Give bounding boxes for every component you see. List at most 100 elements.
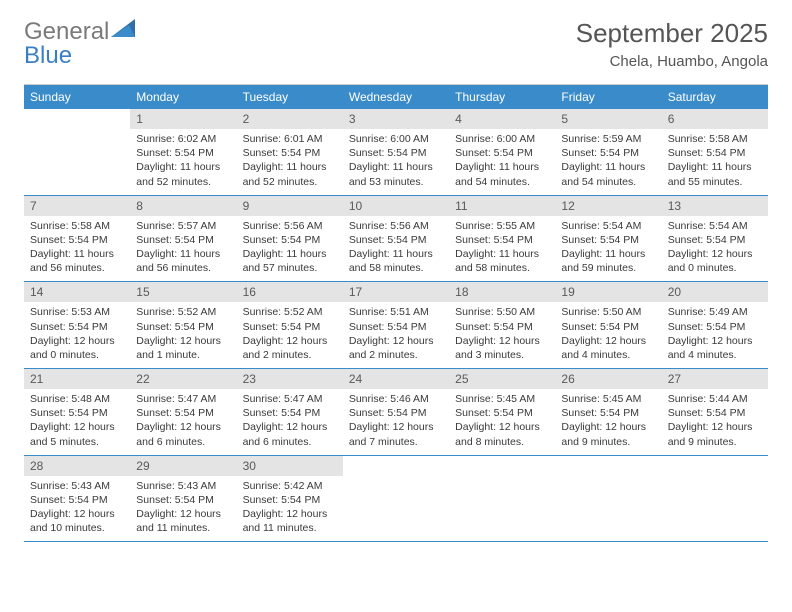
calendar-day-cell: 25Sunrise: 5:45 AMSunset: 5:54 PMDayligh… bbox=[449, 369, 555, 456]
calendar-empty-cell bbox=[343, 456, 449, 543]
day-of-week-header: Friday bbox=[555, 85, 661, 109]
sunset-text: Sunset: 5:54 PM bbox=[243, 406, 337, 420]
calendar-day-cell: 11Sunrise: 5:55 AMSunset: 5:54 PMDayligh… bbox=[449, 196, 555, 283]
day-body: Sunrise: 5:45 AMSunset: 5:54 PMDaylight:… bbox=[555, 389, 661, 455]
day-body: Sunrise: 5:57 AMSunset: 5:54 PMDaylight:… bbox=[130, 216, 236, 282]
day-body: Sunrise: 5:54 AMSunset: 5:54 PMDaylight:… bbox=[555, 216, 661, 282]
day-number: 29 bbox=[130, 456, 236, 476]
daylight-text: Daylight: 11 hours and 56 minutes. bbox=[136, 247, 230, 275]
daylight-text: Daylight: 12 hours and 4 minutes. bbox=[561, 334, 655, 362]
sunset-text: Sunset: 5:54 PM bbox=[136, 146, 230, 160]
brand-triangle-icon bbox=[111, 19, 141, 39]
daylight-text: Daylight: 11 hours and 54 minutes. bbox=[561, 160, 655, 188]
calendar-day-cell: 30Sunrise: 5:42 AMSunset: 5:54 PMDayligh… bbox=[237, 456, 343, 543]
day-number: 7 bbox=[24, 196, 130, 216]
calendar-day-cell: 24Sunrise: 5:46 AMSunset: 5:54 PMDayligh… bbox=[343, 369, 449, 456]
calendar-day-cell: 13Sunrise: 5:54 AMSunset: 5:54 PMDayligh… bbox=[662, 196, 768, 283]
sunrise-text: Sunrise: 5:51 AM bbox=[349, 305, 443, 319]
sunrise-text: Sunrise: 5:56 AM bbox=[243, 219, 337, 233]
day-number: 9 bbox=[237, 196, 343, 216]
day-number: 12 bbox=[555, 196, 661, 216]
calendar-day-cell: 20 Sunrise: 5:49 AMSunset: 5:54 PMDayligh… bbox=[662, 282, 768, 369]
daylight-text: Daylight: 12 hours and 2 minutes. bbox=[243, 334, 337, 362]
daylight-text: Daylight: 12 hours and 7 minutes. bbox=[349, 420, 443, 448]
daylight-text: Daylight: 12 hours and 4 minutes. bbox=[668, 334, 762, 362]
day-number: 24 bbox=[343, 369, 449, 389]
calendar-day-cell: 27Sunrise: 5:44 AMSunset: 5:54 PMDayligh… bbox=[662, 369, 768, 456]
daylight-text: Daylight: 12 hours and 9 minutes. bbox=[668, 420, 762, 448]
sunset-text: Sunset: 5:54 PM bbox=[668, 406, 762, 420]
header: General September 2025 Chela, Huambo, An… bbox=[24, 18, 768, 70]
sunrise-text: Sunrise: 5:47 AM bbox=[136, 392, 230, 406]
sunrise-text: Sunrise: 5:50 AM bbox=[561, 305, 655, 319]
day-body: Sunrise: 5:56 AMSunset: 5:54 PMDaylight:… bbox=[237, 216, 343, 282]
day-number: 19 bbox=[555, 282, 661, 302]
sunset-text: Sunset: 5:54 PM bbox=[136, 320, 230, 334]
day-of-week-header: Sunday bbox=[24, 85, 130, 109]
calendar-empty-cell bbox=[662, 456, 768, 543]
day-number: 15 bbox=[130, 282, 236, 302]
sunrise-text: Sunrise: 5:42 AM bbox=[243, 479, 337, 493]
day-number: 1 bbox=[130, 109, 236, 129]
sunrise-text: Sunrise: 5:56 AM bbox=[349, 219, 443, 233]
title-block: September 2025 Chela, Huambo, Angola bbox=[576, 18, 768, 70]
calendar-empty-cell bbox=[555, 456, 661, 543]
calendar-empty-cell bbox=[24, 109, 130, 196]
calendar-empty-cell bbox=[449, 456, 555, 543]
sunset-text: Sunset: 5:54 PM bbox=[455, 146, 549, 160]
sunset-text: Sunset: 5:54 PM bbox=[136, 406, 230, 420]
brand-text-blue: Blue bbox=[24, 42, 72, 69]
sunrise-text: Sunrise: 5:43 AM bbox=[30, 479, 124, 493]
day-of-week-header: Thursday bbox=[449, 85, 555, 109]
daylight-text: Daylight: 12 hours and 0 minutes. bbox=[30, 334, 124, 362]
daylight-text: Daylight: 12 hours and 1 minute. bbox=[136, 334, 230, 362]
sunset-text: Sunset: 5:54 PM bbox=[349, 406, 443, 420]
sunrise-text: Sunrise: 5:52 AM bbox=[136, 305, 230, 319]
sunset-text: Sunset: 5:54 PM bbox=[561, 320, 655, 334]
day-body: Sunrise: 5:45 AMSunset: 5:54 PMDaylight:… bbox=[449, 389, 555, 455]
sunset-text: Sunset: 5:54 PM bbox=[30, 233, 124, 247]
calendar-day-cell: 9Sunrise: 5:56 AMSunset: 5:54 PMDaylight… bbox=[237, 196, 343, 283]
day-number: 17 bbox=[343, 282, 449, 302]
day-number: 26 bbox=[555, 369, 661, 389]
day-body: Sunrise: 5:55 AMSunset: 5:54 PMDaylight:… bbox=[449, 216, 555, 282]
calendar-day-cell: 12Sunrise: 5:54 AMSunset: 5:54 PMDayligh… bbox=[555, 196, 661, 283]
sunset-text: Sunset: 5:54 PM bbox=[136, 233, 230, 247]
daylight-text: Daylight: 11 hours and 59 minutes. bbox=[561, 247, 655, 275]
sunrise-text: Sunrise: 5:45 AM bbox=[561, 392, 655, 406]
day-body: Sunrise: 6:01 AMSunset: 5:54 PMDaylight:… bbox=[237, 129, 343, 195]
daylight-text: Daylight: 11 hours and 52 minutes. bbox=[136, 160, 230, 188]
calendar-day-cell: 5Sunrise: 5:59 AMSunset: 5:54 PMDaylight… bbox=[555, 109, 661, 196]
daylight-text: Daylight: 12 hours and 11 minutes. bbox=[243, 507, 337, 535]
sunset-text: Sunset: 5:54 PM bbox=[455, 406, 549, 420]
sunrise-text: Sunrise: 6:00 AM bbox=[455, 132, 549, 146]
sunset-text: Sunset: 5:54 PM bbox=[668, 320, 762, 334]
calendar-day-cell: 7Sunrise: 5:58 AMSunset: 5:54 PMDaylight… bbox=[24, 196, 130, 283]
sunset-text: Sunset: 5:54 PM bbox=[30, 406, 124, 420]
calendar-day-cell: 10Sunrise: 5:56 AMSunset: 5:54 PMDayligh… bbox=[343, 196, 449, 283]
calendar-day-cell: 18Sunrise: 5:50 AMSunset: 5:54 PMDayligh… bbox=[449, 282, 555, 369]
sunrise-text: Sunrise: 6:01 AM bbox=[243, 132, 337, 146]
day-body: Sunrise: 5:43 AMSunset: 5:54 PMDaylight:… bbox=[130, 476, 236, 542]
sunrise-text: Sunrise: 5:49 AM bbox=[668, 305, 762, 319]
sunrise-text: Sunrise: 5:53 AM bbox=[30, 305, 124, 319]
day-body: Sunrise: 5:51 AMSunset: 5:54 PMDaylight:… bbox=[343, 302, 449, 368]
calendar-day-cell: 26Sunrise: 5:45 AMSunset: 5:54 PMDayligh… bbox=[555, 369, 661, 456]
day-number: 21 bbox=[24, 369, 130, 389]
daylight-text: Daylight: 12 hours and 10 minutes. bbox=[30, 507, 124, 535]
day-number: 20 bbox=[662, 282, 768, 302]
sunset-text: Sunset: 5:54 PM bbox=[243, 233, 337, 247]
sunrise-text: Sunrise: 5:48 AM bbox=[30, 392, 124, 406]
daylight-text: Daylight: 12 hours and 8 minutes. bbox=[455, 420, 549, 448]
calendar-day-cell: 17Sunrise: 5:51 AMSunset: 5:54 PMDayligh… bbox=[343, 282, 449, 369]
sunset-text: Sunset: 5:54 PM bbox=[136, 493, 230, 507]
day-body: Sunrise: 5:58 AMSunset: 5:54 PMDaylight:… bbox=[24, 216, 130, 282]
day-body: Sunrise: 6:00 AMSunset: 5:54 PMDaylight:… bbox=[449, 129, 555, 195]
day-body: Sunrise: 5:43 AMSunset: 5:54 PMDaylight:… bbox=[24, 476, 130, 542]
daylight-text: Daylight: 12 hours and 6 minutes. bbox=[136, 420, 230, 448]
day-number: 6 bbox=[662, 109, 768, 129]
day-body: Sunrise: 5:48 AMSunset: 5:54 PMDaylight:… bbox=[24, 389, 130, 455]
day-body: Sunrise: 5:53 AMSunset: 5:54 PMDaylight:… bbox=[24, 302, 130, 368]
sunrise-text: Sunrise: 5:50 AM bbox=[455, 305, 549, 319]
sunset-text: Sunset: 5:54 PM bbox=[561, 233, 655, 247]
